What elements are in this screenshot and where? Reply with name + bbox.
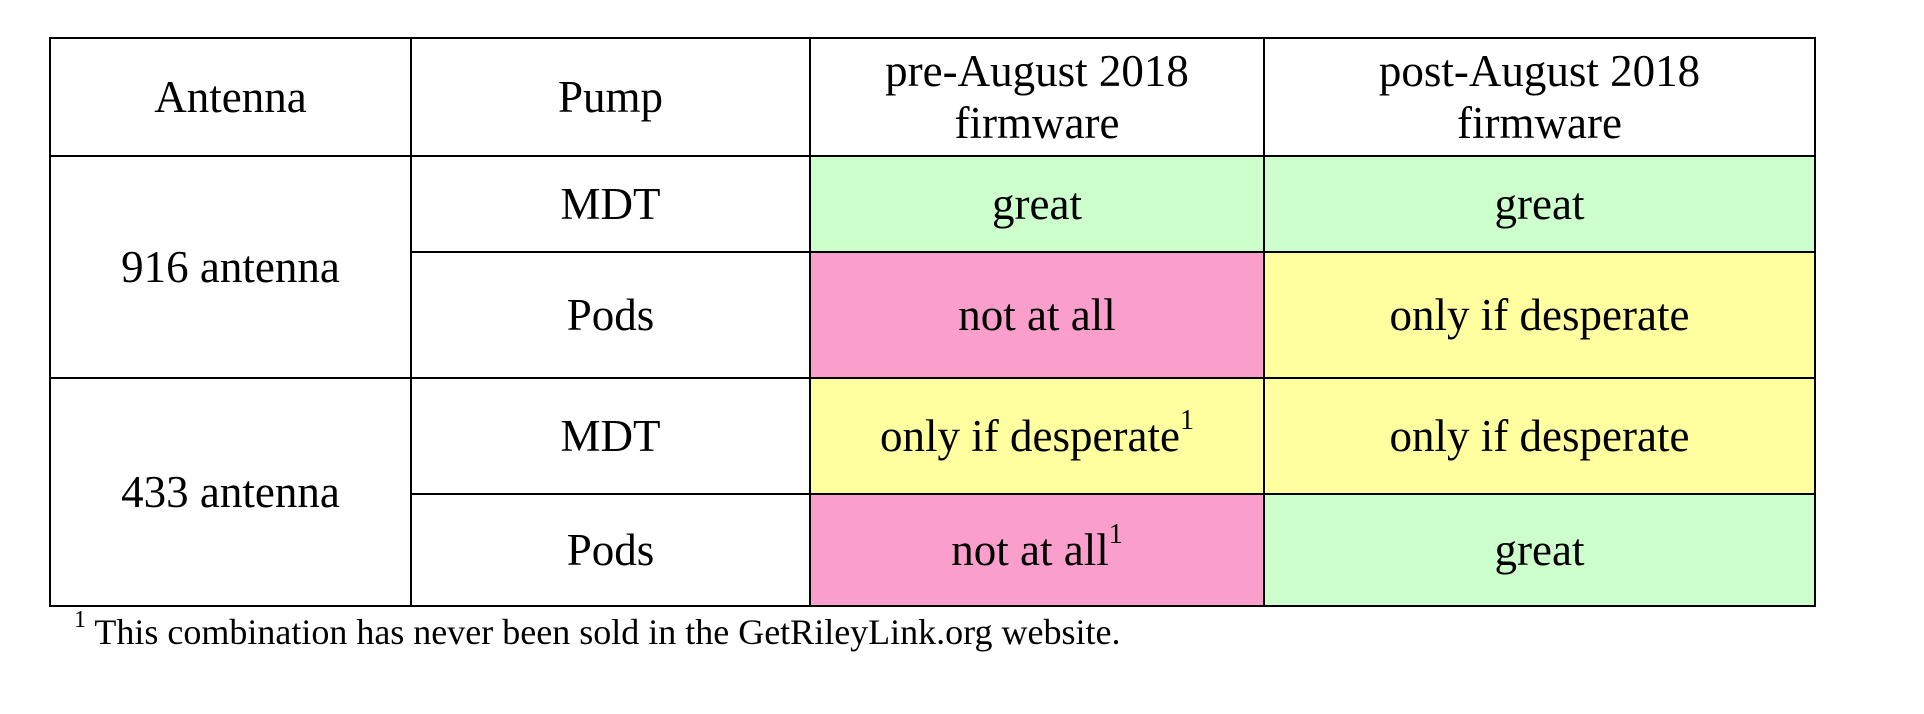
status-cell-great: great — [1263, 493, 1816, 607]
status-text: not at all — [958, 290, 1116, 340]
status-cell-not-at-all: not at all — [809, 251, 1265, 379]
pump-cell: Pods — [410, 251, 811, 379]
status-cell-only-if-desperate: only if desperate — [1263, 251, 1816, 379]
pump-cell: MDT — [410, 377, 811, 495]
header-post-line1: post-August 2018 — [1378, 46, 1701, 96]
pump-cell: Pods — [410, 493, 811, 607]
table-row: 433 antenna MDT only if desperate1 only … — [49, 377, 1816, 607]
header-post-line2: firmware — [1457, 98, 1622, 148]
status-text: great — [1494, 525, 1585, 575]
header-pump: Pump — [410, 37, 811, 157]
table-row: 916 antenna MDT great great — [49, 155, 1816, 379]
status-cell-great: great — [1263, 155, 1816, 253]
header-pre-line1: pre-August 2018 — [885, 46, 1189, 96]
status-text: only if desperate — [1389, 411, 1690, 461]
status-cell-only-if-desperate: only if desperate — [1263, 377, 1816, 495]
status-cell-great: great — [809, 155, 1265, 253]
footnote-text: This combination has never been sold in … — [86, 612, 1121, 652]
status-cell-only-if-desperate: only if desperate1 — [809, 377, 1265, 495]
status-text: great — [1494, 179, 1585, 229]
footnote: 1 This combination has never been sold i… — [74, 607, 1121, 654]
antenna-433-cell: 433 antenna — [49, 377, 412, 607]
header-antenna: Antenna — [49, 37, 412, 157]
antenna-916-cell: 916 antenna — [49, 155, 412, 379]
header-post-august-firmware: post-August 2018 firmware — [1263, 37, 1816, 157]
header-pre-line2: firmware — [954, 98, 1120, 148]
table-row: Pods not at all1 great — [50, 493, 1816, 607]
header-row: Antenna Pump pre-August 2018 firmware po… — [49, 37, 1816, 157]
header-pre-august-firmware: pre-August 2018 firmware — [809, 37, 1265, 157]
status-text: great — [992, 179, 1082, 229]
footnote-number: 1 — [74, 607, 86, 633]
table-row: Pods not at all only if desperate — [50, 251, 1816, 379]
status-cell-not-at-all: not at all1 — [809, 493, 1265, 607]
pump-cell: MDT — [410, 155, 811, 253]
status-text: not at all — [951, 525, 1109, 575]
footnote-marker: 1 — [1179, 405, 1194, 436]
status-text: only if desperate — [1389, 290, 1690, 340]
compatibility-table: Antenna Pump pre-August 2018 firmware po… — [49, 37, 1816, 607]
footnote-marker: 1 — [1108, 519, 1123, 550]
status-text: only if desperate — [880, 411, 1180, 461]
